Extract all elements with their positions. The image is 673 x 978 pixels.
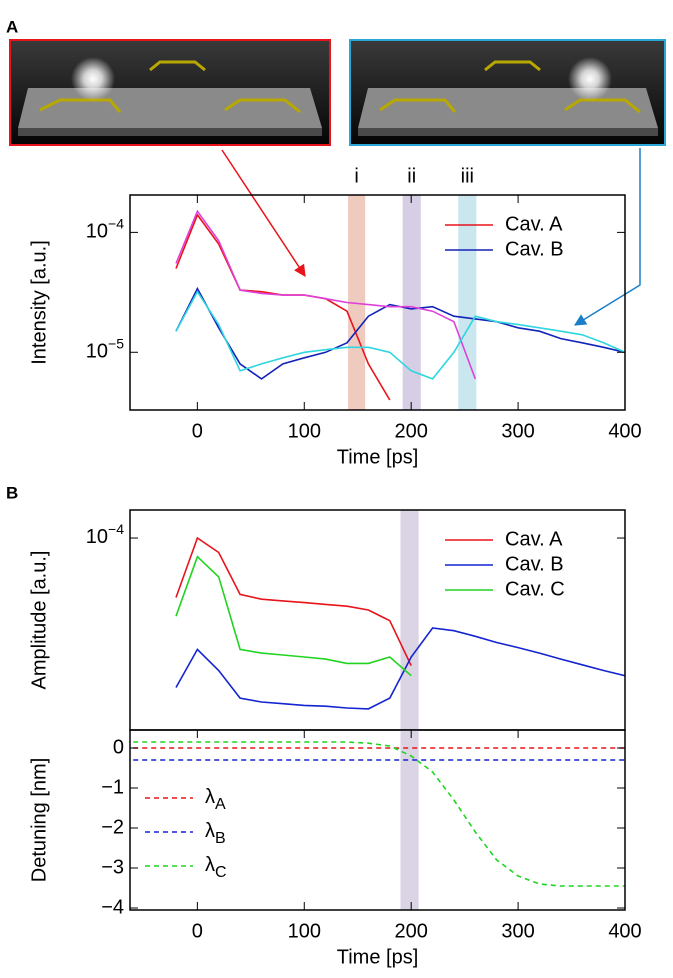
legend-label: Cav. A bbox=[505, 213, 563, 235]
y-tick-label: 10−4 bbox=[86, 521, 124, 549]
plot-frame bbox=[129, 194, 626, 411]
plot-lines bbox=[175, 209, 625, 401]
legend-label: Cav. B bbox=[505, 553, 564, 575]
x-tick-label: 0 bbox=[192, 420, 203, 442]
y-tick-label: 10−4 bbox=[86, 215, 124, 243]
plot-frame bbox=[129, 729, 626, 911]
y-tick-label: −2 bbox=[101, 816, 124, 838]
plot-lines bbox=[175, 536, 625, 710]
band bbox=[400, 510, 419, 730]
y-tick-label: 10−5 bbox=[86, 335, 124, 363]
plot-lines bbox=[133, 741, 625, 887]
device-image bbox=[349, 39, 666, 146]
y-axis-label: Amplitude [a.u.] bbox=[28, 551, 50, 690]
series-line bbox=[175, 536, 412, 667]
series-line bbox=[175, 286, 625, 380]
x-tick-label: 300 bbox=[501, 920, 534, 942]
legend-label: λA bbox=[205, 786, 226, 813]
arrow bbox=[573, 148, 641, 326]
x-axis-label: Time [ps] bbox=[337, 946, 419, 968]
x-tick-label: 300 bbox=[501, 420, 534, 442]
y-tick-label: −1 bbox=[101, 776, 124, 798]
band bbox=[402, 195, 421, 410]
panel-label: A bbox=[6, 17, 18, 36]
legend-label: Cav. B bbox=[505, 238, 564, 260]
x-tick-label: 0 bbox=[192, 920, 203, 942]
band-label: ii bbox=[407, 165, 416, 187]
y-axis-label: Detuning [nm] bbox=[28, 758, 50, 883]
x-tick-label: 200 bbox=[394, 920, 427, 942]
band-label: i bbox=[354, 165, 358, 187]
series-line bbox=[175, 290, 625, 380]
y-tick-label: 0 bbox=[113, 736, 124, 758]
legend-label: Cav. C bbox=[505, 578, 565, 600]
y-tick-label: −3 bbox=[101, 856, 124, 878]
device-image bbox=[9, 39, 331, 146]
legend-label: λC bbox=[205, 854, 227, 881]
series-line bbox=[175, 627, 625, 710]
x-axis-label: Time [ps] bbox=[337, 446, 419, 468]
y-axis-label: Intensity [a.u.] bbox=[28, 240, 50, 365]
legend-label: Cav. A bbox=[505, 528, 563, 550]
band-label: iii bbox=[461, 165, 474, 187]
x-tick-label: 200 bbox=[394, 420, 427, 442]
series-line bbox=[175, 209, 477, 380]
series-line bbox=[175, 555, 412, 677]
series-line bbox=[133, 741, 625, 887]
band bbox=[458, 195, 477, 410]
x-tick-label: 400 bbox=[608, 920, 641, 942]
legend-label: λB bbox=[205, 820, 226, 847]
x-tick-label: 400 bbox=[608, 420, 641, 442]
x-tick-label: 100 bbox=[288, 920, 321, 942]
x-tick-label: 100 bbox=[288, 420, 321, 442]
y-tick-label: −4 bbox=[101, 896, 124, 918]
band bbox=[348, 195, 366, 410]
band bbox=[400, 730, 419, 910]
panel-label: B bbox=[6, 483, 18, 502]
arrow bbox=[221, 149, 306, 278]
